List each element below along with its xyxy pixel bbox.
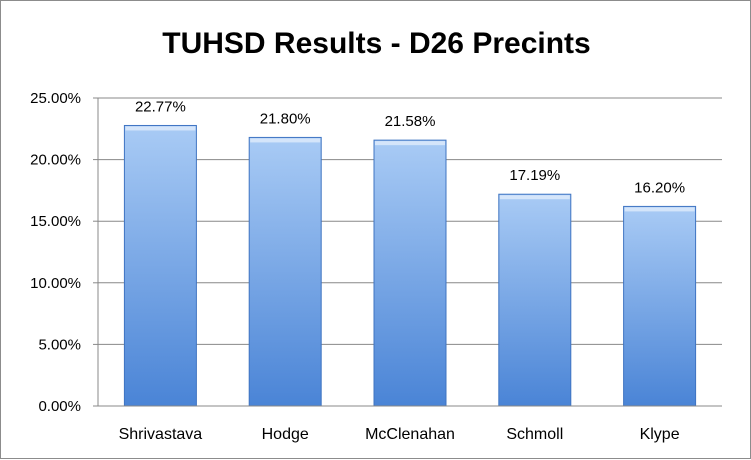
bar bbox=[248, 136, 322, 407]
bar bbox=[498, 193, 572, 407]
bar bbox=[623, 205, 697, 407]
bar-highlight bbox=[624, 207, 695, 212]
data-label: 21.80% bbox=[260, 110, 311, 127]
y-tick-label: 25.00% bbox=[30, 90, 81, 107]
bar-highlight bbox=[125, 126, 196, 131]
bar-highlight bbox=[499, 195, 570, 200]
y-tick-label: 5.00% bbox=[38, 336, 81, 353]
x-tick-label: Shrivastava bbox=[119, 426, 203, 443]
x-tick-label: Hodge bbox=[262, 426, 309, 443]
y-tick-label: 15.00% bbox=[30, 213, 81, 230]
data-label: 21.58% bbox=[385, 113, 436, 130]
y-tick-label: 20.00% bbox=[30, 152, 81, 169]
x-tick-label: Klype bbox=[640, 426, 680, 443]
y-tick-label: 0.00% bbox=[38, 398, 81, 415]
data-label: 17.19% bbox=[509, 167, 560, 184]
bar bbox=[123, 124, 197, 407]
bar-highlight bbox=[375, 141, 445, 146]
x-tick-label: McClenahan bbox=[365, 426, 455, 443]
y-tick-label: 10.00% bbox=[30, 275, 81, 292]
bar-highlight bbox=[250, 138, 321, 143]
chart-title: TUHSD Results - D26 Precints bbox=[162, 27, 591, 60]
x-tick-label: Schmoll bbox=[506, 426, 563, 443]
bar bbox=[373, 139, 447, 407]
data-label: 22.77% bbox=[135, 98, 186, 115]
data-label: 16.20% bbox=[634, 179, 685, 196]
